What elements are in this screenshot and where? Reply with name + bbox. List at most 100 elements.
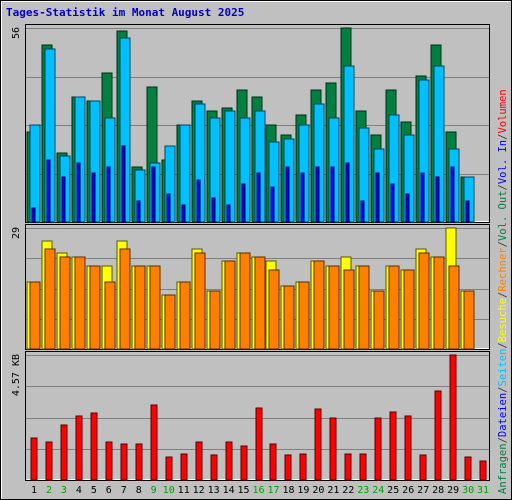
bar-rechner-day-12: Rechner 12: 23 xyxy=(194,252,206,350)
bar-rechner-day-22: Rechner 22: 19 xyxy=(343,269,355,350)
legend-entry: Seiten xyxy=(497,349,509,387)
bar-dateien-day-15: Dateien 15: 11 xyxy=(241,183,246,223)
bar-seiten-day-1: Seiten 1: 28 xyxy=(29,124,41,223)
bar-rechner-day-26: Rechner 26: 19 xyxy=(403,269,415,350)
bar-dateien-day-17: Dateien 17: 10 xyxy=(270,186,275,223)
bar-volumen-day-12: Volumen 12: 1.4 xyxy=(195,441,203,481)
x-tick-label: 19 xyxy=(297,485,309,496)
bar-volumen-day-9: Volumen 9: 2.75 xyxy=(150,404,158,481)
bar-volumen-day-15: Volumen 15: 1.25 xyxy=(240,445,248,481)
legend-entry: Dateien xyxy=(497,393,509,437)
bar-dateien-day-10: Dateien 10: 8 xyxy=(166,193,171,223)
bar-volumen-day-29: Volumen 29: 4.57 xyxy=(449,354,457,481)
x-tick-label: 23 xyxy=(357,485,369,496)
bar-dateien-day-9: Dateien 9: 16 xyxy=(151,166,156,223)
x-tick-label: 26 xyxy=(402,485,414,496)
bar-rechner-day-3: Rechner 3: 22 xyxy=(59,256,71,350)
bar-rechner-day-10: Rechner 10: 13 xyxy=(164,294,176,350)
bar-rechner-day-19: Rechner 19: 16 xyxy=(298,281,310,350)
x-tick-label: 31 xyxy=(477,485,489,496)
bar-volumen-day-27: Volumen 27: 0.9 xyxy=(419,454,427,481)
bar-dateien-day-24: Dateien 24: 14 xyxy=(375,172,380,223)
bar-rechner-day-27: Rechner 27: 23 xyxy=(418,252,430,350)
x-tick-label: 14 xyxy=(223,485,235,496)
bar-dateien-day-16: Dateien 16: 14 xyxy=(256,172,261,223)
legend-entry: Anfragen xyxy=(497,443,509,494)
legend-entry: / xyxy=(497,437,509,443)
legend-entry: Volumen xyxy=(497,89,509,133)
x-tick-label: 29 xyxy=(447,485,459,496)
bar-dateien-day-4: Dateien 4: 17 xyxy=(76,162,81,223)
x-tick-label: 1 xyxy=(31,485,37,496)
bar-volumen-day-23: Volumen 23: 0.95 xyxy=(359,453,367,481)
bar-rechner-day-29: Rechner 29: 20 xyxy=(448,265,460,350)
bar-dateien-day-2: Dateien 2: 18 xyxy=(46,159,51,223)
bar-dateien-day-14: Dateien 14: 5 xyxy=(226,204,231,223)
bar-rechner-day-13: Rechner 13: 14 xyxy=(209,290,221,350)
x-tick-label: 8 xyxy=(136,485,142,496)
bar-rechner-day-5: Rechner 5: 20 xyxy=(89,265,101,350)
x-tick-label: 22 xyxy=(342,485,354,496)
legend-entry: / xyxy=(497,241,509,247)
bar-rechner-day-2: Rechner 2: 24 xyxy=(44,248,56,350)
bar-rechner-day-17: Rechner 17: 19 xyxy=(268,269,280,350)
bar-dateien-day-11: Dateien 11: 5 xyxy=(181,204,186,223)
x-axis-day-labels: 1 2 3 4 5 6 7 8 9 10 11 12 13 14 15 16 17 18 19 20 21 22 23 24 2… xyxy=(31,485,489,496)
bar-volumen-day-28: Volumen 28: 3.25 xyxy=(434,390,442,481)
bar-rechner-day-24: Rechner 24: 14 xyxy=(373,290,385,350)
bar-dateien-day-1: Dateien 1: 4 xyxy=(31,207,36,223)
legend-entry: Vol. In xyxy=(497,140,509,184)
y-axis-max-label: 56 xyxy=(11,27,22,39)
x-tick-label: 7 xyxy=(121,485,127,496)
bar-dateien-day-12: Dateien 12: 12 xyxy=(196,179,201,223)
bar-volumen-day-16: Volumen 16: 2.65 xyxy=(255,407,263,481)
bar-rechner-day-25: Rechner 25: 20 xyxy=(388,265,400,350)
x-tick-label: 15 xyxy=(237,485,249,496)
bar-dateien-day-6: Dateien 6: 16 xyxy=(106,166,111,223)
x-tick-label: 28 xyxy=(432,485,444,496)
bar-rechner-day-4: Rechner 4: 22 xyxy=(74,256,86,350)
x-tick-label: 16 xyxy=(252,485,264,496)
bar-dateien-day-22: Dateien 22: 17 xyxy=(345,162,350,223)
bar-volumen-day-21: Volumen 21: 2.25 xyxy=(329,417,337,481)
x-tick-label: 12 xyxy=(193,485,205,496)
bar-dateien-day-18: Dateien 18: 16 xyxy=(285,166,290,223)
bar-volumen-day-24: Volumen 24: 2.25 xyxy=(374,417,382,481)
x-tick-label: 5 xyxy=(91,485,97,496)
legend-entry: / xyxy=(497,387,509,393)
x-tick-label: 21 xyxy=(327,485,339,496)
bar-dateien-day-25: Dateien 25: 11 xyxy=(390,183,395,223)
bar-dateien-day-29: Dateien 29: 16 xyxy=(450,166,455,223)
x-tick-label: 17 xyxy=(267,485,279,496)
bar-rechner-day-1: Rechner 1: 16 xyxy=(29,281,41,350)
bar-dateien-day-8: Dateien 8: 6 xyxy=(136,200,141,223)
bar-rechner-day-11: Rechner 11: 16 xyxy=(179,281,191,350)
bar-volumen-day-4: Volumen 4: 2.35 xyxy=(75,415,83,481)
bar-volumen-day-1: Volumen 1: 1.55 xyxy=(30,437,38,481)
legend-entry: / xyxy=(497,184,509,190)
bar-dateien-day-19: Dateien 19: 14 xyxy=(300,172,305,223)
bar-volumen-day-26: Volumen 26: 2.35 xyxy=(404,415,412,481)
bar-volumen-day-8: Volumen 8: 1.3 xyxy=(135,443,143,481)
x-tick-label: 25 xyxy=(387,485,399,496)
x-tick-label: 11 xyxy=(178,485,190,496)
x-tick-label: 9 xyxy=(151,485,157,496)
chart-title: Tages-Statistik im Monat August 2025 xyxy=(6,6,244,19)
bar-volumen-day-13: Volumen 13: 0.9 xyxy=(210,454,218,481)
bar-volumen-day-17: Volumen 17: 1.3 xyxy=(269,443,277,481)
x-tick-label: 10 xyxy=(163,485,175,496)
bar-volumen-day-3: Volumen 3: 2 xyxy=(60,424,68,481)
bar-dateien-day-20: Dateien 20: 16 xyxy=(315,166,320,223)
bar-dateien-day-23: Dateien 23: 6 xyxy=(360,200,365,223)
bar-volumen-day-30: Volumen 30: 0.85 xyxy=(464,456,472,481)
legend-entry: / xyxy=(497,292,509,298)
bar-volumen-day-11: Volumen 11: 0.95 xyxy=(180,453,188,481)
legend-entry: Besuche xyxy=(497,298,509,342)
bar-volumen-day-19: Volumen 19: 0.95 xyxy=(299,453,307,481)
bar-dateien-day-27: Dateien 27: 14 xyxy=(420,172,425,223)
bar-volumen-day-2: Volumen 2: 1.4 xyxy=(45,441,53,481)
legend-entry: / xyxy=(497,134,509,140)
bar-volumen-day-7: Volumen 7: 1.3 xyxy=(120,443,128,481)
x-tick-label: 20 xyxy=(312,485,324,496)
